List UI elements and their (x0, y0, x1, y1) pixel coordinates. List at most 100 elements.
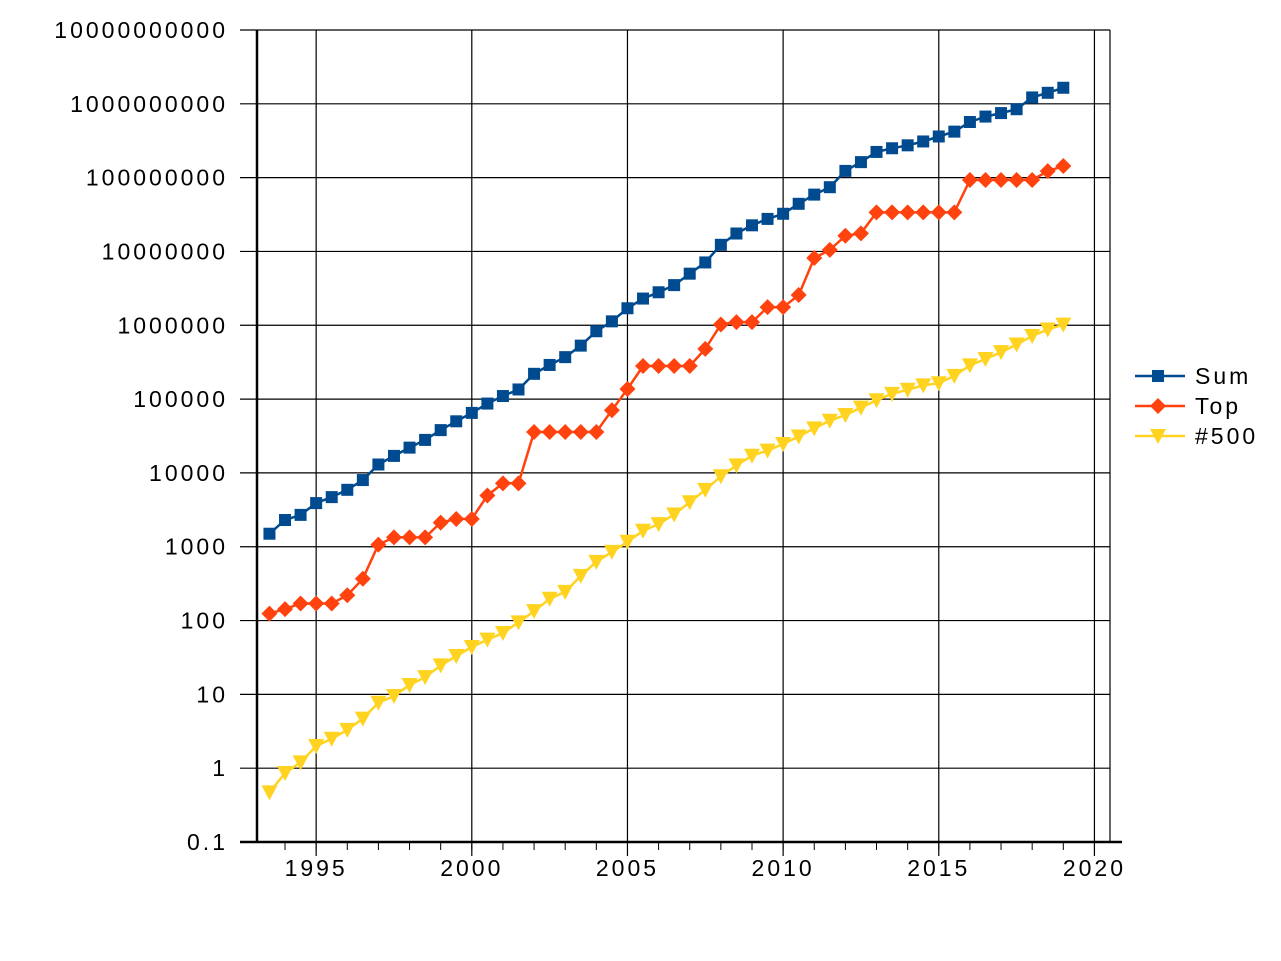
data-point (603, 544, 620, 560)
data-point (325, 491, 338, 504)
data-point (308, 595, 325, 612)
data-point (854, 156, 867, 169)
y-tick-label: 10000000 (102, 238, 228, 264)
data-point (743, 314, 760, 331)
grid (240, 29, 1111, 843)
data-point (730, 227, 743, 240)
data-point (387, 449, 400, 462)
data-point (354, 570, 371, 587)
data-point (1026, 91, 1039, 104)
data-point (821, 241, 838, 258)
data-point (963, 116, 976, 129)
data-point (403, 441, 416, 454)
data-point (759, 299, 776, 316)
data-point (590, 325, 603, 338)
data-point (1041, 86, 1054, 99)
data-point (370, 536, 387, 553)
data-point (496, 390, 509, 403)
data-point (339, 587, 356, 604)
data-point (946, 204, 963, 221)
data-point (775, 299, 792, 316)
y-tick-label: 100000 (133, 386, 228, 412)
y-tick-label: 10000000000 (54, 17, 228, 43)
data-point (294, 508, 307, 521)
data-point (450, 415, 463, 428)
data-point (432, 658, 449, 674)
data-point (572, 423, 589, 440)
data-point (543, 358, 556, 371)
y-tick-label: 10000 (149, 460, 228, 486)
data-point (868, 204, 885, 221)
data-point (915, 378, 932, 394)
data-point (619, 381, 636, 398)
data-point (479, 487, 496, 504)
data-point (745, 219, 758, 232)
data-point (341, 483, 354, 496)
data-point (261, 785, 278, 801)
data-point (1039, 163, 1056, 180)
data-point (884, 386, 901, 402)
data-point (901, 139, 914, 152)
data-point (401, 529, 418, 546)
data-point (1024, 171, 1041, 188)
data-point (401, 677, 418, 693)
data-point (1024, 329, 1041, 345)
data-point (995, 107, 1008, 120)
legend-item: Sum (1135, 363, 1248, 389)
tick-labels: 0.1 1 10 100 1000 10000 100000 1000000 10000000 1… (54, 17, 1123, 881)
data-point (277, 766, 294, 782)
data-point (743, 448, 760, 464)
data-point (541, 423, 558, 440)
legend-marker (1150, 398, 1166, 414)
y-tick-label: 0.1 (187, 829, 228, 855)
legend-label: Top (1195, 393, 1241, 419)
data-point (1055, 158, 1072, 175)
data-point (681, 358, 698, 375)
data-point (510, 615, 527, 631)
x-tick-label: 1995 (285, 855, 348, 881)
data-point (434, 424, 447, 437)
data-point (292, 595, 309, 612)
data-point (714, 238, 727, 251)
data-point (385, 689, 402, 705)
x-tick-label: 2000 (440, 855, 503, 881)
data-point (790, 287, 807, 304)
data-point (370, 695, 387, 711)
data-point (930, 376, 947, 392)
data-point (528, 367, 541, 380)
y-tick-label: 1 (212, 755, 228, 781)
data-point (961, 171, 978, 188)
data-point (666, 358, 683, 375)
data-point (668, 279, 681, 292)
data-point (494, 626, 511, 642)
data-point (385, 529, 402, 546)
data-point (541, 591, 558, 607)
data-point (761, 212, 774, 225)
data-point (806, 421, 823, 437)
data-point (683, 267, 696, 280)
data-point (463, 510, 480, 527)
y-tick-label: 1000000000 (70, 91, 228, 117)
data-point (605, 315, 618, 328)
data-point (419, 433, 432, 446)
data-point (356, 474, 369, 487)
data-point (481, 397, 494, 410)
data-point (263, 527, 276, 540)
data-point (1057, 81, 1070, 94)
data-point (448, 648, 465, 664)
data-point (932, 130, 945, 143)
data-point (261, 605, 278, 622)
data-point (650, 358, 667, 375)
data-point (930, 204, 947, 221)
data-point (806, 249, 823, 266)
data-point (1010, 103, 1023, 116)
legend-marker (1150, 429, 1166, 444)
data-point (759, 443, 776, 459)
data-point (635, 358, 652, 375)
data-point (666, 507, 683, 523)
data-point (946, 368, 963, 384)
data-point (712, 316, 729, 333)
data-point (432, 514, 449, 531)
axes (240, 30, 1122, 856)
